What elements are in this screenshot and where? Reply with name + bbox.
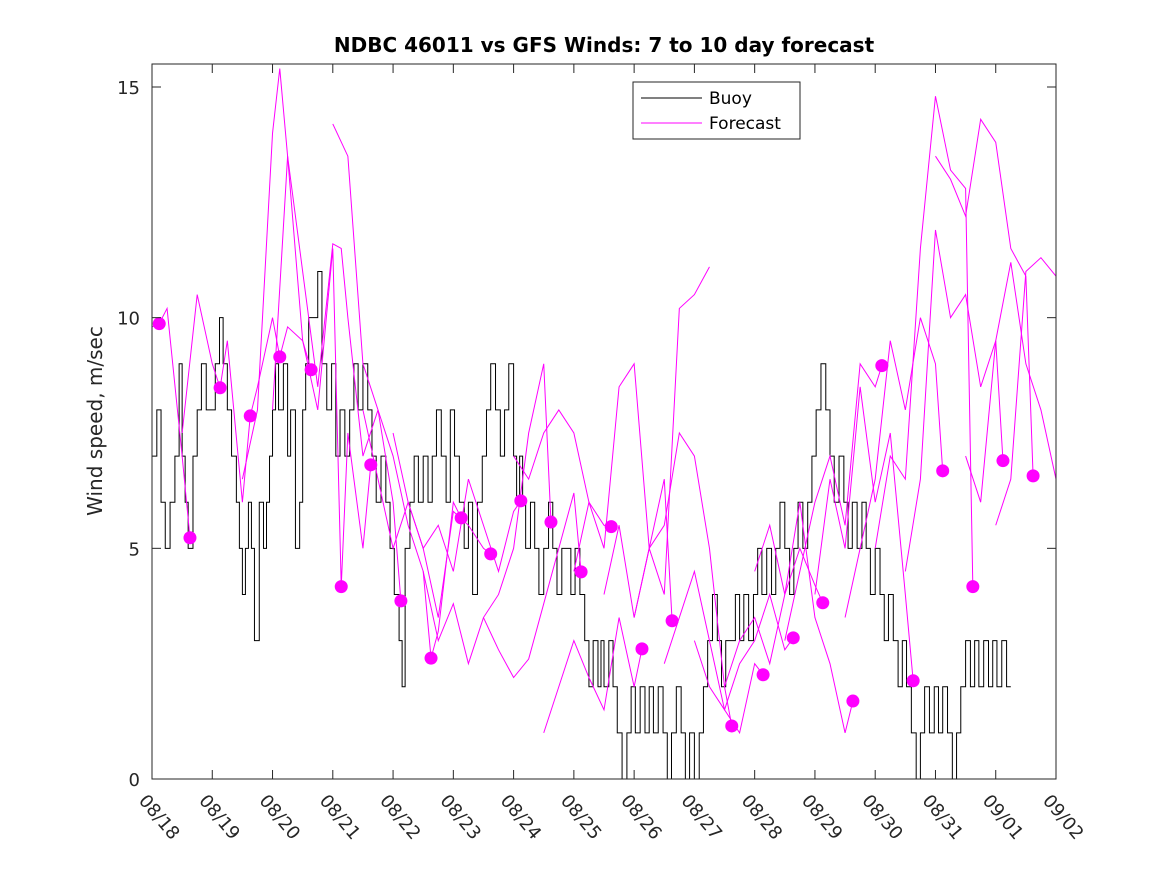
buoy-line [152,271,1011,779]
forecast-start-marker [574,565,588,579]
forecast-line-4 [272,156,402,601]
forecast-line-15 [663,569,764,735]
x-tick-label: 08/24 [496,791,545,844]
legend-label-buoy: Buoy [709,89,752,109]
forecast-start-marker [334,580,348,594]
legend-box [632,81,801,140]
x-tick-label: 08/18 [134,791,183,844]
forecast-start-marker [394,594,408,608]
forecast-start-marker [635,642,649,656]
y-tick-label: 0 [129,770,140,791]
y-tick-label: 5 [129,539,140,560]
forecast-line-21 [844,317,944,618]
forecast-start-marker [273,350,287,364]
x-tick-label: 08/23 [436,791,485,844]
forecast-start-marker [484,547,498,561]
legend-label-forecast: Forecast [709,114,781,134]
forecast-start-marker [816,596,830,610]
forecast-start-marker [514,494,528,508]
x-tick-label: 08/19 [194,791,243,844]
forecast-line-18 [754,502,854,733]
forecast-start-marker [544,515,558,529]
forecast-start-marker [424,651,438,665]
x-tick-label: 09/02 [1038,791,1087,844]
forecast-start-marker [846,694,860,708]
forecast-start-marker [966,580,980,594]
forecast-line-7 [392,432,522,574]
x-tick-label: 08/25 [556,791,605,844]
forecast-line-1 [152,306,191,538]
x-tick-label: 08/28 [737,791,786,844]
forecast-start-marker [725,719,739,733]
forecast-line-24 [935,117,1034,476]
forecast-line-6 [362,409,492,618]
forecast-start-marker [604,520,618,534]
forecast-line-20 [814,386,914,681]
forecast-line-3 [241,68,372,587]
chart-title: NDBC 46011 vs GFS Winds: 7 to 10 day for… [334,33,875,57]
forecast-start-marker [996,454,1010,468]
forecast-line-9 [483,492,582,679]
forecast-start-marker [152,317,166,331]
forecast-line-16 [693,592,794,711]
forecast-line-22 [874,96,974,587]
forecast-start-marker [454,511,468,525]
x-tick-label: 08/22 [375,791,424,844]
x-tick-label: 08/31 [918,791,967,844]
forecast-start-marker [786,631,800,645]
forecast-line-14 [633,431,733,727]
x-axis: 08/18 08/19 08/20 08/21 08/22 08/23 08/24 08/25… [134,64,1088,844]
x-tick-label: 08/21 [315,791,364,844]
forecast-start-marker [756,668,770,682]
forecast-start-marker [906,674,920,688]
forecast-line-10 [513,409,612,528]
legend: Buoy Forecast [632,81,801,140]
x-tick-label: 08/20 [255,791,304,844]
forecast-line-17 [724,546,824,687]
forecast-start-marker [1026,469,1040,483]
forecast-start-marker [875,359,889,373]
x-tick-label: 08/27 [677,791,726,844]
y-tick-label: 15 [117,78,140,99]
y-axis: 0 5 10 15 [117,78,1056,791]
x-tick-label: 08/26 [616,791,665,844]
forecast-line-19 [784,362,883,641]
forecast-start-marker [364,458,378,472]
y-tick-label: 10 [117,309,140,330]
forecast-start-marker [304,363,318,377]
plot-area [152,68,1056,779]
forecast-line-26 [995,256,1056,526]
forecast-line-11 [543,617,643,734]
x-tick-label: 08/30 [857,791,906,844]
forecast-line-5 [332,123,462,659]
y-axis-label: Wind speed, m/sec [83,326,107,516]
forecast-line-25 [965,262,1056,503]
x-tick-label: 08/29 [797,791,846,844]
forecast-line-12 [573,362,673,621]
forecast-line-8 [422,363,552,666]
forecast-line-23 [904,229,1004,572]
x-tick-label: 09/01 [978,791,1027,844]
forecast-start-marker [936,464,950,478]
forecast-start-marker [183,531,197,545]
forecast-start-marker [243,409,257,423]
forecast-line-13 [603,266,710,618]
forecast-start-marker [213,381,227,395]
forecast-start-marker [665,614,679,628]
axes-frame [151,63,1057,780]
